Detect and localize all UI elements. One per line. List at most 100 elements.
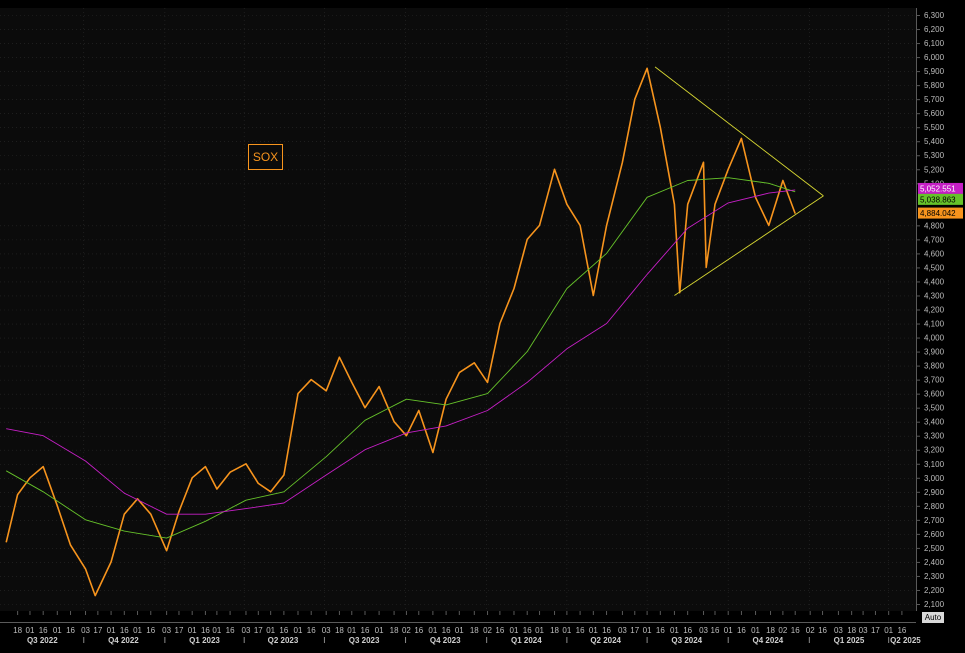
y-tick-label: 5,800 (924, 81, 945, 90)
series-line-green-average (5, 177, 796, 539)
x-tick-label: 01 (643, 626, 652, 635)
x-tick-label: 16 (442, 626, 451, 635)
x-tick-label: 01 (455, 626, 464, 635)
x-axis[interactable]: 18 01 16 01 16 03 17 01 16 01 16 03 17 01 16 01 16 03 17 01… (13, 611, 921, 645)
quarter-label: Q3 2024 (671, 636, 702, 645)
y-tick-label: 2,600 (924, 530, 945, 539)
x-tick-label: 01 (188, 626, 197, 635)
y-tick-label: 3,700 (924, 376, 945, 385)
x-tick-label: 03 (834, 626, 843, 635)
x-tick-label: 16 (307, 626, 316, 635)
y-tick-label: 2,700 (924, 516, 945, 525)
y-tick-label: 2,100 (924, 600, 945, 609)
x-tick-label: 01 (212, 626, 221, 635)
x-tick-label: 16 (39, 626, 48, 635)
y-tick-label: 4,000 (924, 334, 945, 343)
x-tick-label: 03 (322, 626, 331, 635)
x-tick-label: 01 (589, 626, 598, 635)
y-tick-label: 2,400 (924, 558, 945, 567)
y-tick-label: 5,400 (924, 137, 945, 146)
quarter-label: Q4 2024 (753, 636, 784, 645)
x-tick-label: 01 (266, 626, 275, 635)
price-tag-label: 5,038.863 (920, 195, 956, 204)
x-tick-label: 02 (402, 626, 411, 635)
plot-area (0, 8, 916, 611)
price-tag-label: 4,884.042 (920, 209, 956, 218)
x-tick-label: 16 (818, 626, 827, 635)
y-tick-label: 2,800 (924, 502, 945, 511)
x-tick-label: 17 (871, 626, 880, 635)
y-tick-label: 3,000 (924, 474, 945, 483)
y-tick-label: 2,300 (924, 572, 945, 581)
x-tick-label: 16 (226, 626, 235, 635)
y-axis: 6,300 6,200 6,100 6,000 5,900 5,800 5,700 5,600… (916, 11, 945, 609)
x-tick-label: 01 (294, 626, 303, 635)
y-tick-label: 2,200 (924, 586, 945, 595)
y-tick-label: 4,200 (924, 306, 945, 315)
quarter-label: Q1 2024 (511, 636, 542, 645)
x-tick-label: 03 (162, 626, 171, 635)
x-tick-label: 18 (847, 626, 856, 635)
x-tick-label: 01 (724, 626, 733, 635)
y-tick-label: 4,600 (924, 249, 945, 258)
y-tick-label: 3,400 (924, 418, 945, 427)
y-tick-label: 6,300 (924, 11, 945, 20)
x-tick-label: 17 (175, 626, 184, 635)
y-tick-label: 4,800 (924, 221, 945, 230)
trendline-lower (674, 195, 824, 296)
x-tick-label: 01 (26, 626, 35, 635)
y-tick-label: 3,800 (924, 362, 945, 371)
x-tick-label: 03 (699, 626, 708, 635)
x-tick-label: 16 (201, 626, 210, 635)
x-tick-label: 01 (375, 626, 384, 635)
x-tick-label: 18 (13, 626, 22, 635)
x-tick-label: 17 (93, 626, 102, 635)
y-tick-label: 3,600 (924, 390, 945, 399)
x-tick-label: 17 (630, 626, 639, 635)
y-tick-label: 3,500 (924, 404, 945, 413)
y-tick-label: 4,500 (924, 263, 945, 272)
price-tag-label: 5,052.551 (920, 184, 956, 193)
y-tick-label: 4,100 (924, 320, 945, 329)
x-tick-label: 16 (279, 626, 288, 635)
y-tick-label: 3,100 (924, 460, 945, 469)
y-tick-label: 5,900 (924, 67, 945, 76)
price-tags: 5,052.551 5,038.863 4,884.042 (918, 182, 963, 219)
x-tick-label: 17 (254, 626, 263, 635)
x-tick-label: 03 (859, 626, 868, 635)
x-tick-label: 01 (347, 626, 356, 635)
y-tick-label: 3,300 (924, 432, 945, 441)
quarter-label: Q3 2022 (27, 636, 58, 645)
y-tick-label: 5,700 (924, 95, 945, 104)
x-tick-label: 01 (510, 626, 519, 635)
quarter-label: Q2 2024 (590, 636, 621, 645)
x-tick-label: 03 (618, 626, 627, 635)
price-tag-box (918, 182, 963, 194)
x-tick-label: 02 (806, 626, 815, 635)
x-tick-label: 16 (361, 626, 370, 635)
x-tick-label: 01 (133, 626, 142, 635)
x-tick-label: 01 (107, 626, 116, 635)
y-tick-label: 4,400 (924, 277, 945, 286)
x-tick-label: 16 (146, 626, 155, 635)
y-tick-label: 5,300 (924, 151, 945, 160)
x-tick-label: 16 (897, 626, 906, 635)
x-tick-label: 01 (562, 626, 571, 635)
x-tick-label: 18 (390, 626, 399, 635)
x-tick-label: 16 (656, 626, 665, 635)
auto-scale-button[interactable]: Auto (922, 612, 944, 623)
x-tick-label: 16 (791, 626, 800, 635)
y-tick-label: 5,600 (924, 109, 945, 118)
x-tick-label: 03 (81, 626, 90, 635)
y-tick-label: 6,000 (924, 53, 945, 62)
y-tick-label: 6,100 (924, 39, 945, 48)
x-tick-label: 18 (766, 626, 775, 635)
series-layer (5, 67, 796, 597)
grid-lines (0, 8, 916, 611)
x-tick-label: 16 (523, 626, 532, 635)
chart-title-box: SOX (248, 144, 283, 170)
series-line-price (5, 67, 796, 597)
y-tick-label: 4,300 (924, 291, 945, 300)
x-tick-label: 16 (66, 626, 75, 635)
